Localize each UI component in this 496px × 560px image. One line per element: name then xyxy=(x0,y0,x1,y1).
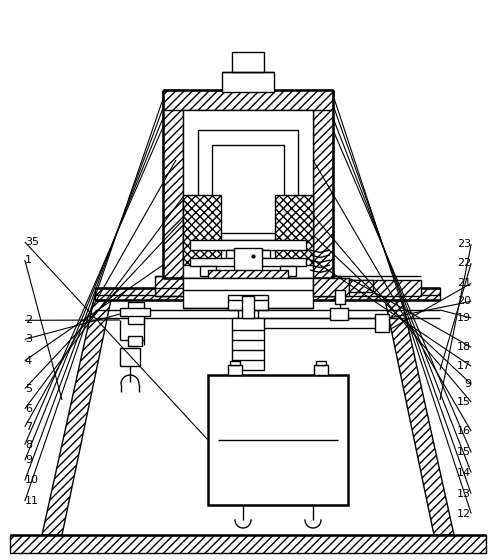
Bar xyxy=(183,278,313,308)
Bar xyxy=(212,145,284,233)
Bar xyxy=(208,270,288,280)
Text: 7: 7 xyxy=(25,422,32,432)
Bar xyxy=(275,195,313,265)
Bar xyxy=(10,535,486,553)
Bar xyxy=(226,250,270,258)
Text: 20: 20 xyxy=(457,296,471,306)
Bar xyxy=(228,365,242,375)
Text: 10: 10 xyxy=(25,475,39,486)
Bar xyxy=(208,375,348,505)
Bar xyxy=(120,308,150,316)
Text: 17: 17 xyxy=(457,361,471,371)
Text: 4: 4 xyxy=(25,356,32,366)
Bar xyxy=(190,240,306,250)
Bar xyxy=(349,280,373,292)
Text: 12: 12 xyxy=(457,508,471,519)
Text: 35: 35 xyxy=(25,237,39,247)
Bar xyxy=(183,110,313,278)
Bar xyxy=(200,266,216,276)
Bar xyxy=(230,361,240,365)
Bar xyxy=(120,348,140,366)
Text: 13: 13 xyxy=(457,489,471,499)
Bar xyxy=(232,52,264,72)
Bar xyxy=(183,278,313,290)
Text: 22: 22 xyxy=(457,258,471,268)
Bar xyxy=(198,130,298,240)
Bar xyxy=(128,336,142,346)
Text: 18: 18 xyxy=(457,342,471,352)
Bar xyxy=(155,288,341,296)
Text: 8: 8 xyxy=(25,440,32,450)
Polygon shape xyxy=(384,295,454,535)
Bar xyxy=(330,308,348,320)
Bar xyxy=(128,302,144,324)
Bar xyxy=(341,280,421,296)
Text: 1: 1 xyxy=(25,255,32,265)
Bar xyxy=(163,90,333,110)
Text: 15: 15 xyxy=(457,447,471,458)
Bar xyxy=(335,290,345,304)
Bar xyxy=(314,365,328,375)
Bar xyxy=(163,90,183,278)
Text: 19: 19 xyxy=(457,313,471,323)
Bar xyxy=(95,288,401,300)
Text: 21: 21 xyxy=(457,278,471,288)
Text: 9: 9 xyxy=(464,379,471,389)
Bar xyxy=(222,72,274,92)
Bar xyxy=(155,276,341,290)
Text: 9: 9 xyxy=(25,455,32,465)
Bar xyxy=(183,195,221,265)
Bar xyxy=(316,361,326,365)
Bar xyxy=(280,266,296,276)
Text: 6: 6 xyxy=(25,404,32,414)
Bar xyxy=(313,90,333,278)
Bar xyxy=(313,278,349,296)
Bar xyxy=(401,288,440,300)
Bar xyxy=(375,314,389,332)
Text: 2: 2 xyxy=(25,315,32,325)
Text: 16: 16 xyxy=(457,426,471,436)
Text: 15: 15 xyxy=(457,397,471,407)
Bar xyxy=(232,318,264,370)
Text: 23: 23 xyxy=(457,239,471,249)
Bar xyxy=(190,258,306,266)
Text: 3: 3 xyxy=(25,334,32,344)
Polygon shape xyxy=(42,295,112,535)
Bar xyxy=(228,295,268,310)
Bar xyxy=(242,296,254,318)
Text: 11: 11 xyxy=(25,496,39,506)
Text: 5: 5 xyxy=(25,384,32,394)
Bar xyxy=(234,248,262,276)
Text: 14: 14 xyxy=(457,468,471,478)
